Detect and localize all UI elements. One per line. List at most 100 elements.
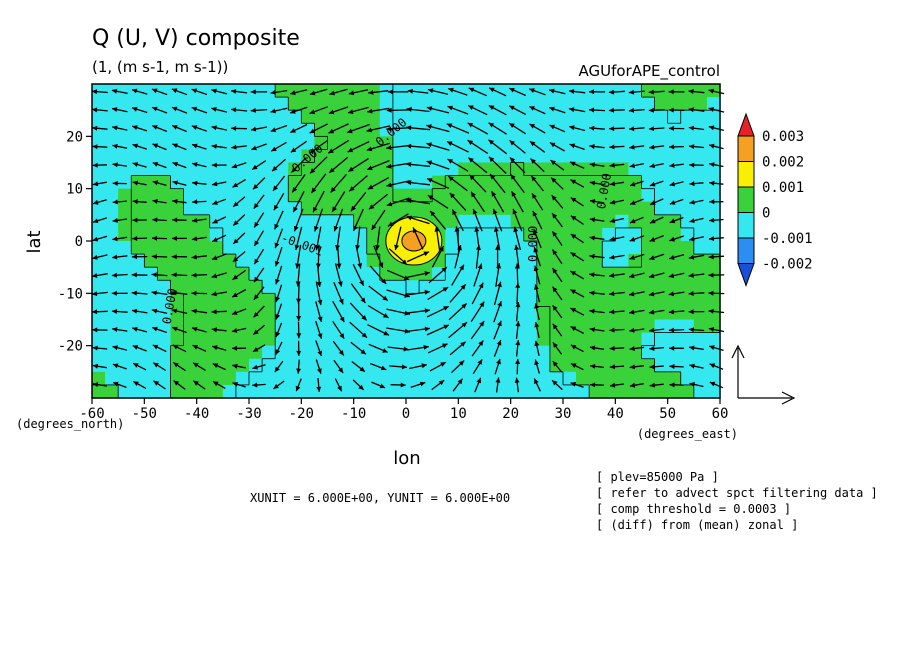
field-cell xyxy=(209,254,224,268)
field-cell xyxy=(327,358,342,373)
field-cell xyxy=(353,254,368,268)
y-axis-label: lat xyxy=(24,230,45,253)
field-cell xyxy=(654,306,669,321)
wind-vector xyxy=(431,245,445,268)
field-cell xyxy=(392,188,407,203)
wind-vector xyxy=(313,208,324,232)
field-cell xyxy=(589,175,603,190)
field-cell xyxy=(353,136,368,151)
field-cell xyxy=(693,123,708,137)
field-cell xyxy=(92,384,106,399)
field-cell xyxy=(392,358,407,373)
field-cell xyxy=(680,201,695,216)
field-cell xyxy=(392,306,407,321)
field-cell xyxy=(157,227,172,242)
field-cell xyxy=(209,293,224,308)
wind-vector xyxy=(316,263,322,288)
field-cell xyxy=(563,358,577,373)
wind-vector xyxy=(493,320,502,340)
field-cell xyxy=(615,371,630,386)
field-cell xyxy=(183,280,198,294)
wind-vector xyxy=(351,360,366,373)
field-cell xyxy=(235,123,250,137)
field-cell xyxy=(131,97,145,111)
wind-vector xyxy=(151,326,168,334)
field-cell xyxy=(144,110,159,124)
wind-vector xyxy=(92,363,108,369)
field-cell xyxy=(288,149,302,164)
field-cell xyxy=(262,110,276,124)
wind-vector xyxy=(171,106,188,114)
field-cell xyxy=(209,162,224,177)
field-cell xyxy=(497,175,512,190)
field-cell xyxy=(589,371,603,386)
wind-vector xyxy=(352,208,364,232)
field-cell xyxy=(576,162,590,177)
wind-vector xyxy=(112,363,127,370)
field-cell xyxy=(445,136,459,151)
field-cell xyxy=(314,175,329,190)
field-cell xyxy=(706,306,721,321)
field-cell xyxy=(667,123,682,137)
field-cell xyxy=(576,175,590,190)
wind-vector xyxy=(295,244,302,269)
field-cell xyxy=(589,188,603,203)
wind-vector xyxy=(609,199,625,205)
wind-vector xyxy=(590,363,605,369)
field-cell xyxy=(131,227,145,242)
field-cell xyxy=(353,97,368,111)
field-cell xyxy=(222,241,237,255)
field-cell xyxy=(628,358,643,373)
wind-vector xyxy=(590,382,604,388)
field-cell xyxy=(602,188,616,203)
wind-vector xyxy=(171,272,188,278)
field-cell xyxy=(222,371,237,386)
field-cell xyxy=(432,293,446,308)
field-cell xyxy=(628,84,643,98)
field-cell xyxy=(484,358,499,373)
field-cell xyxy=(523,136,538,151)
field-cell xyxy=(641,332,656,347)
wind-vector xyxy=(91,291,108,297)
wind-vector xyxy=(111,107,128,113)
field-cell xyxy=(458,97,473,111)
wind-vector xyxy=(232,382,246,388)
field-cell xyxy=(262,332,276,347)
wind-vector xyxy=(211,309,227,315)
field-cell xyxy=(209,332,224,347)
wind-vector xyxy=(406,271,430,279)
field-cell xyxy=(366,280,381,294)
wind-vector xyxy=(252,364,266,370)
field-cell xyxy=(183,319,198,334)
wind-vector xyxy=(132,236,148,241)
wind-vector xyxy=(551,230,563,246)
wind-vector xyxy=(551,286,563,301)
wind-vector xyxy=(274,228,284,249)
field-cell xyxy=(432,97,446,111)
field-cell xyxy=(183,241,198,255)
field-cell xyxy=(523,188,538,203)
wind-vector xyxy=(294,226,303,251)
field-cell xyxy=(406,201,420,216)
field-cell xyxy=(392,84,407,98)
field-cell xyxy=(510,188,525,203)
wind-vector xyxy=(274,360,284,373)
wind-vector xyxy=(251,143,267,151)
field-cell xyxy=(628,214,643,229)
field-cell xyxy=(654,214,669,229)
field-cell xyxy=(170,280,185,294)
field-cell xyxy=(157,84,172,98)
wind-vector xyxy=(468,87,487,97)
field-cell xyxy=(275,332,289,347)
wind-vector xyxy=(609,217,625,223)
wind-vector xyxy=(386,162,411,169)
field-cell xyxy=(549,110,564,124)
field-cell xyxy=(706,267,721,281)
field-cell xyxy=(497,162,512,177)
field-cell xyxy=(510,162,525,177)
field-cell xyxy=(563,162,577,177)
wind-vector xyxy=(589,308,605,314)
colorbar-swatch xyxy=(737,212,755,239)
wind-vector xyxy=(309,88,328,96)
field-cell xyxy=(196,241,211,255)
